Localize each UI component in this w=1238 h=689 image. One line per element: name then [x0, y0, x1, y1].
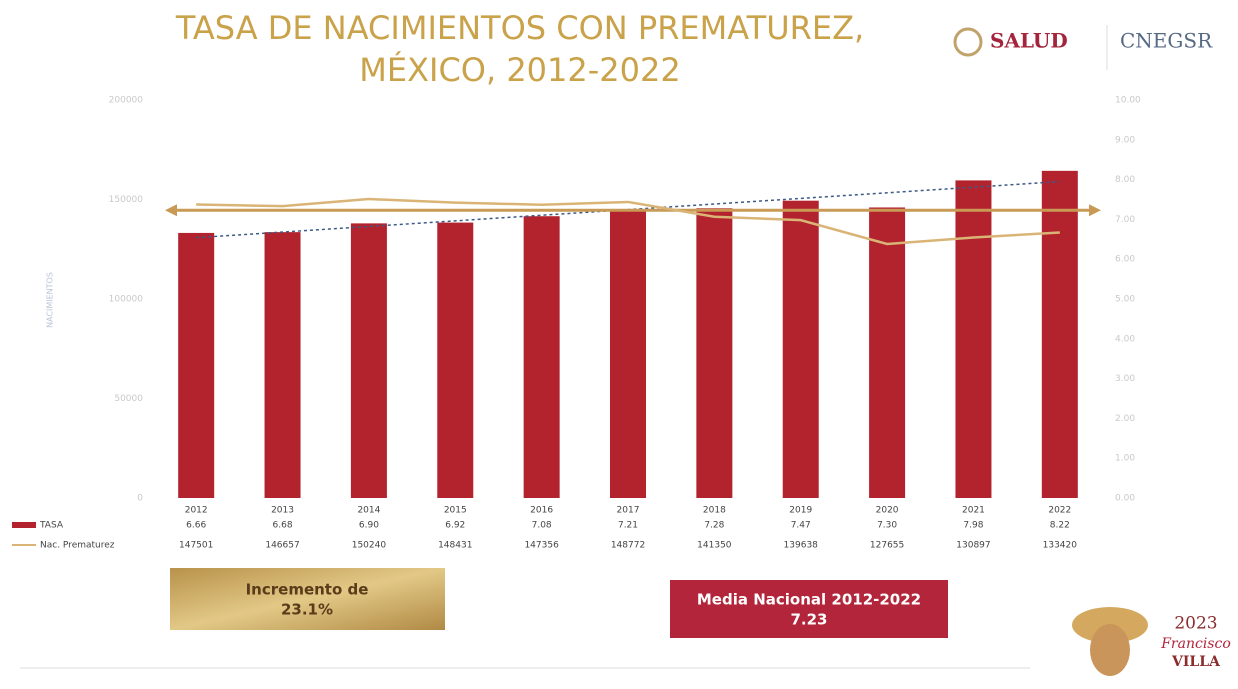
logo: CNEGSR [1120, 29, 1213, 53]
line [196, 197, 1060, 246]
x-tick-label: 2019 [789, 506, 812, 516]
y-tick-label: 100000 [109, 295, 144, 305]
mean-box [670, 580, 948, 638]
y2-tick-label: 7.00 [1115, 215, 1135, 225]
table-value: 6.92 [445, 521, 465, 531]
badge-year: 2023 [1174, 614, 1217, 634]
y2-tick-label: 6.00 [1115, 255, 1135, 265]
mean-arrow [165, 204, 177, 217]
table-value: 148772 [611, 541, 645, 551]
badge-text: VILLA [1171, 654, 1221, 670]
x-tick-label: 2018 [703, 506, 726, 516]
title-line: TASA DE NACIMIENTOS CON PREMATUREZ, [175, 9, 864, 47]
x-tick-label: 2014 [357, 506, 380, 516]
y2-tick-label: 10.00 [1115, 96, 1141, 106]
y-tick-label: 50000 [114, 394, 143, 404]
x-tick-label: 2022 [1048, 506, 1071, 516]
logo: SALUD [990, 29, 1068, 53]
x-tick-label: 2015 [444, 506, 467, 516]
table-value: 141350 [697, 541, 732, 551]
table-value: 7.28 [704, 521, 724, 531]
table-value: 146657 [265, 541, 299, 551]
y2-tick-label: 8.00 [1115, 175, 1135, 185]
table-value: 139638 [784, 541, 819, 551]
bar [610, 211, 646, 499]
y2-tick-label: 1.00 [1115, 454, 1135, 464]
table-value: 148431 [438, 541, 472, 551]
increment-text: Incremento de [246, 581, 369, 599]
bar [264, 232, 301, 499]
table-value: 150240 [352, 541, 387, 551]
y-axis-label: NACIMIENTOS [46, 272, 55, 328]
mean-value: 7.23 [790, 611, 827, 629]
table-value: 7.47 [791, 521, 811, 531]
table-value: 7.08 [532, 521, 552, 531]
x-tick-label: 2021 [962, 506, 985, 516]
increment-box [170, 568, 445, 630]
mean-arrow [1089, 204, 1101, 217]
table-value: 147356 [524, 541, 559, 551]
table-value: 133420 [1043, 541, 1078, 551]
y2-tick-label: 0.00 [1115, 494, 1135, 504]
x-tick-label: 2017 [617, 506, 640, 516]
y2-tick-label: 3.00 [1115, 374, 1135, 384]
bar [437, 222, 474, 499]
bar [696, 208, 733, 499]
legend-label: TASA [39, 521, 64, 531]
table-value: 147501 [179, 541, 213, 551]
table-value: 127655 [870, 541, 904, 551]
bar [523, 216, 560, 498]
table-value: 6.66 [186, 521, 206, 531]
table-value: 130897 [956, 541, 990, 551]
bar [869, 207, 906, 498]
y-tick-label: 200000 [109, 96, 144, 106]
legend-label: Nac. Prematurez [40, 541, 115, 551]
x-tick-label: 2020 [876, 506, 899, 516]
badge-text: Francisco [1160, 636, 1231, 652]
bar [782, 200, 819, 498]
bar [350, 223, 387, 498]
seal [953, 27, 983, 57]
y2-tick-label: 9.00 [1115, 135, 1135, 145]
y2-tick-label: 5.00 [1115, 295, 1135, 305]
bar [955, 180, 992, 498]
table-value: 7.21 [618, 521, 638, 531]
table-value: 6.90 [359, 521, 379, 531]
table-value: 8.22 [1050, 521, 1070, 531]
y-tick-label: 0 [137, 494, 143, 504]
y-tick-label: 150000 [109, 195, 144, 205]
mean-label: Media Nacional 2012-2022 [697, 591, 921, 609]
title-line: MÉXICO, 2012-2022 [359, 51, 680, 89]
bar [1041, 170, 1078, 498]
y2-tick-label: 2.00 [1115, 414, 1135, 424]
badge-face [1090, 624, 1130, 676]
x-tick-label: 2012 [185, 506, 208, 516]
y2-tick-label: 4.00 [1115, 334, 1135, 344]
legend-swatch [12, 522, 36, 528]
x-tick-label: 2016 [530, 506, 553, 516]
increment-text: 23.1% [281, 601, 333, 619]
table-value: 7.30 [877, 521, 897, 531]
table-value: 6.68 [273, 521, 293, 531]
x-tick-label: 2013 [271, 506, 294, 516]
bar [178, 232, 215, 498]
table-value: 7.98 [963, 521, 983, 531]
